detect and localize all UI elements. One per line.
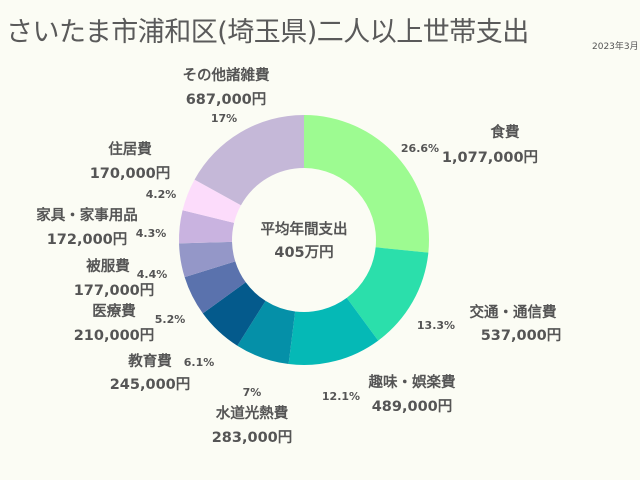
slice-percent-9: 17%	[211, 112, 237, 125]
slice-percent-3: 7%	[243, 386, 262, 399]
slice-label-7: 家具・家事用品	[36, 206, 138, 224]
slice-percent-6: 4.4%	[137, 268, 168, 281]
slice-value-6: 177,000円	[74, 282, 155, 299]
slice-9	[194, 115, 304, 206]
slice-label-0: 食費	[491, 123, 520, 141]
slice-6	[179, 241, 236, 278]
slice-1	[346, 247, 429, 341]
slice-label-3: 水道光熱費	[216, 404, 289, 422]
slice-percent-0: 26.6%	[401, 142, 439, 155]
slice-label-1: 交通・通信費	[470, 303, 557, 321]
slice-percent-5: 5.2%	[155, 313, 186, 326]
slice-label-5: 医療費	[92, 302, 136, 320]
slice-5	[184, 261, 246, 314]
date-label: 2023年3月	[592, 42, 639, 52]
slice-label-8: 住居費	[108, 140, 152, 158]
slices-group	[179, 115, 429, 365]
slice-3	[237, 300, 296, 365]
slice-percent-2: 12.1%	[322, 390, 360, 403]
slice-value-3: 283,000円	[212, 429, 293, 446]
slice-label-2: 趣味・娯楽費	[368, 373, 456, 391]
slice-7	[179, 210, 235, 244]
slice-percent-8: 4.2%	[146, 188, 177, 201]
slice-value-7: 172,000円	[47, 231, 128, 248]
slice-8	[182, 179, 241, 223]
center-label-line2: 405万円	[274, 244, 333, 261]
slice-value-8: 170,000円	[90, 165, 171, 182]
slice-percent-1: 13.3%	[417, 319, 455, 332]
slice-percent-4: 6.1%	[184, 356, 215, 369]
slice-value-4: 245,000円	[110, 376, 191, 393]
slice-value-0: 1,077,000円	[442, 149, 538, 166]
slice-2	[288, 297, 379, 365]
slice-label-4: 教育費	[127, 352, 172, 370]
center-label-line1: 平均年間支出	[261, 220, 348, 238]
slice-label-9: その他諸雑費	[183, 66, 270, 84]
slice-percent-7: 4.3%	[136, 227, 167, 240]
slice-value-5: 210,000円	[74, 327, 155, 344]
slice-0	[304, 115, 429, 253]
slice-value-1: 537,000円	[481, 327, 562, 344]
slice-4	[202, 282, 266, 346]
chart-title: さいたま市浦和区(埼玉県)二人以上世帯支出	[6, 17, 529, 48]
slice-label-6: 被服費	[86, 257, 130, 275]
slice-value-9: 687,000円	[186, 91, 267, 108]
slice-value-2: 489,000円	[372, 398, 453, 415]
